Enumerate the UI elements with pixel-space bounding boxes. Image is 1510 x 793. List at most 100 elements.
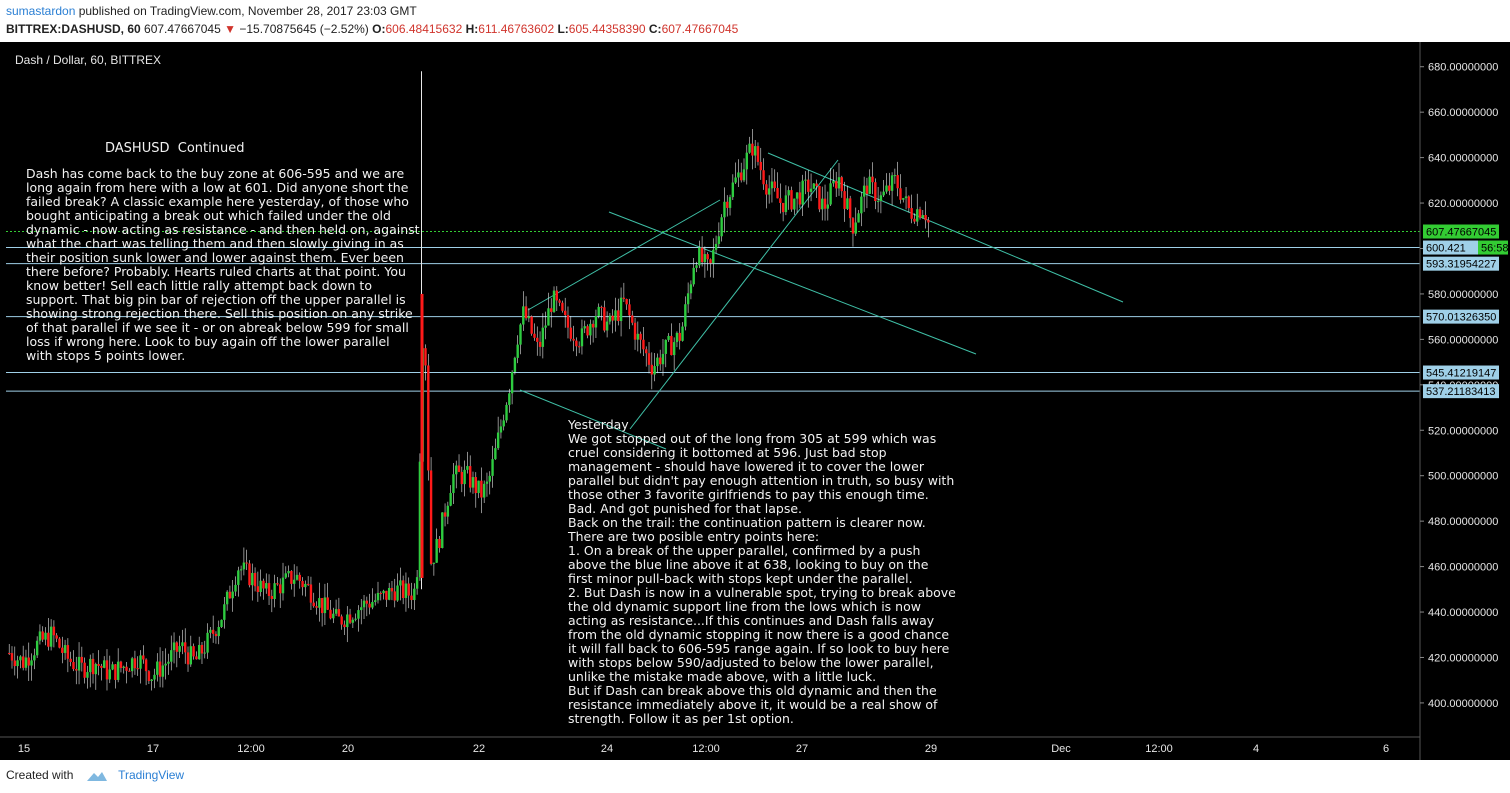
level-label: 537.21183413	[1426, 386, 1496, 398]
candle-body	[329, 609, 332, 619]
candle	[52, 620, 56, 648]
candle-body	[128, 670, 131, 672]
candle-body	[292, 579, 296, 584]
candle	[829, 168, 832, 206]
candle	[33, 648, 36, 670]
candle	[670, 323, 673, 356]
candle	[83, 657, 86, 684]
candle	[862, 176, 866, 212]
candle	[854, 207, 857, 237]
candle	[508, 388, 511, 413]
tradingview-cloud-icon	[86, 771, 107, 781]
candle-body	[714, 243, 718, 250]
candle	[614, 297, 617, 332]
level-label-box	[1423, 256, 1499, 271]
candle-body	[466, 466, 469, 470]
candle	[167, 653, 170, 675]
candle	[200, 642, 204, 664]
candle	[851, 217, 855, 247]
candle-body	[83, 662, 86, 678]
candle	[586, 324, 589, 339]
candle-body	[494, 448, 497, 460]
candle-body	[482, 483, 486, 498]
last-price-label: 607.47667045	[1426, 227, 1496, 239]
candle	[298, 572, 301, 589]
candle-body	[765, 184, 768, 195]
candle	[703, 246, 707, 278]
candle	[466, 451, 469, 474]
candle	[203, 640, 206, 659]
candle-body	[52, 626, 56, 636]
candle-body	[555, 290, 559, 301]
candle	[723, 187, 726, 233]
candle-body	[77, 656, 81, 671]
candle	[156, 653, 159, 682]
candle-body	[524, 306, 528, 319]
candle-body	[427, 365, 430, 471]
candle	[164, 648, 167, 680]
candle	[591, 320, 595, 343]
candle-body	[19, 656, 22, 661]
candle-body	[251, 572, 254, 586]
candle-body	[390, 588, 394, 592]
candle	[415, 569, 419, 595]
candle-body	[848, 198, 852, 219]
candle-body	[320, 598, 324, 614]
candle	[460, 466, 464, 493]
candle	[362, 594, 366, 620]
candle-body	[672, 342, 676, 356]
candle	[401, 575, 405, 605]
candle-body	[69, 658, 72, 663]
candle	[686, 282, 690, 313]
candle	[899, 174, 902, 204]
price-chart[interactable]: Dash / Dollar, 60, BITTREX 400.000000004…	[0, 42, 1510, 760]
candle-body	[144, 659, 148, 672]
candle-body	[125, 666, 128, 671]
candle-body	[315, 606, 318, 608]
candle	[533, 323, 536, 341]
price-axis[interactable]: 400.00000000 420.00000000 440.00000000 460.…	[1419, 42, 1509, 760]
candle	[890, 172, 894, 206]
candle-body	[158, 661, 162, 677]
tradingview-link[interactable]: TradingView	[118, 768, 185, 782]
candle-body	[379, 592, 382, 594]
candle-body	[298, 574, 301, 581]
candle-body	[301, 580, 304, 588]
candle-body	[415, 577, 419, 589]
candle	[502, 414, 505, 431]
candle-body	[27, 657, 30, 666]
candle-body	[924, 215, 927, 221]
candle	[66, 638, 70, 673]
candle	[290, 570, 293, 590]
candle	[538, 331, 542, 357]
candle-body	[893, 175, 897, 177]
candle	[178, 635, 181, 659]
candle	[603, 300, 606, 333]
candle	[147, 670, 151, 684]
candle	[896, 161, 899, 197]
candle-body	[446, 505, 450, 517]
candle-body	[821, 198, 824, 210]
candle	[807, 170, 810, 208]
candle	[382, 589, 385, 600]
time-axis[interactable]: 15 17 12:00 20 22 24 12:00 27 29 Dec 12:00 4 6	[0, 736, 1420, 755]
candle	[262, 578, 265, 600]
candle	[427, 353, 430, 481]
candle	[536, 326, 539, 356]
author-link[interactable]: sumastardon	[6, 4, 76, 18]
candle-body	[522, 306, 525, 325]
candle-body	[189, 646, 193, 665]
candle-body	[639, 333, 642, 340]
candle	[516, 335, 519, 364]
candle-body	[195, 656, 198, 660]
candle	[429, 457, 433, 566]
level-label-box	[1423, 365, 1499, 380]
candle	[267, 574, 271, 606]
candle	[346, 606, 349, 643]
candle-body	[362, 600, 366, 608]
candle-body	[404, 583, 408, 599]
candle	[731, 174, 735, 201]
candle-body	[628, 304, 631, 316]
candle	[75, 656, 78, 685]
candle-body	[860, 196, 863, 214]
